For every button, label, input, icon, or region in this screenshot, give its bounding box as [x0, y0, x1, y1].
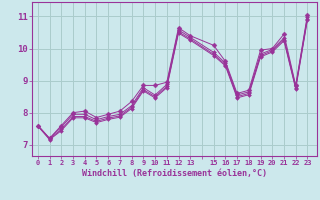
X-axis label: Windchill (Refroidissement éolien,°C): Windchill (Refroidissement éolien,°C): [82, 169, 267, 178]
